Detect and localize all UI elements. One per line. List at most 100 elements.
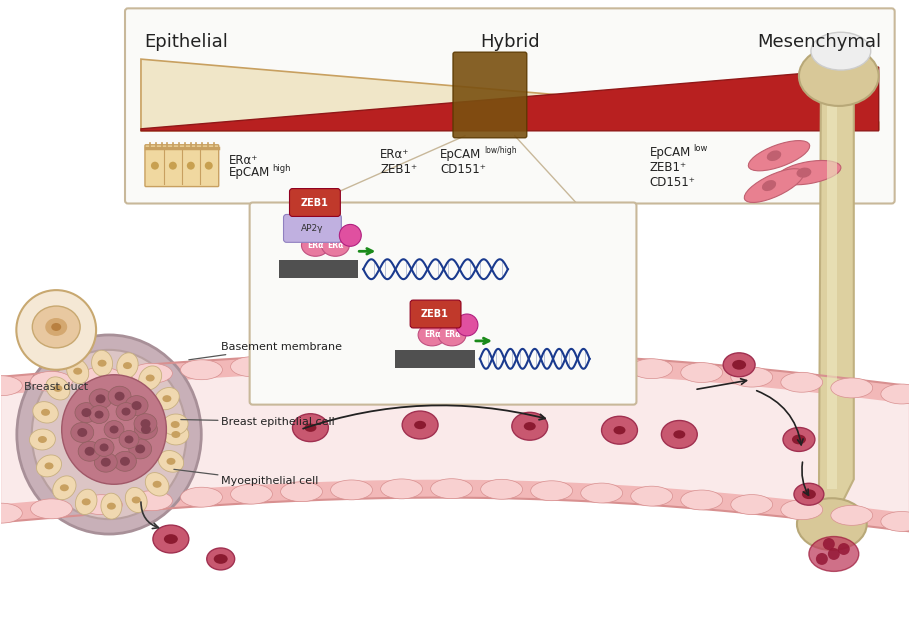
Ellipse shape [82,498,91,505]
Ellipse shape [97,360,106,367]
FancyBboxPatch shape [284,215,341,242]
Ellipse shape [126,396,148,415]
Text: Hybrid: Hybrid [480,33,540,51]
Ellipse shape [673,430,685,439]
Ellipse shape [78,441,101,461]
Ellipse shape [32,306,80,348]
Text: ERα: ERα [424,331,440,340]
Text: Breast epithelial cell: Breast epithelial cell [181,417,335,427]
Ellipse shape [794,483,824,505]
Text: EpCAM: EpCAM [650,146,691,159]
FancyBboxPatch shape [289,189,340,217]
Ellipse shape [811,32,871,70]
Ellipse shape [280,482,322,502]
Ellipse shape [94,438,114,456]
Ellipse shape [767,150,782,161]
Ellipse shape [77,428,87,437]
Text: ZEB1: ZEB1 [300,197,329,208]
Ellipse shape [164,534,177,544]
Ellipse shape [71,422,94,443]
Ellipse shape [777,161,841,185]
Ellipse shape [53,476,76,499]
Ellipse shape [230,357,272,376]
Ellipse shape [153,525,188,553]
Ellipse shape [301,234,329,256]
Polygon shape [2,352,908,531]
Ellipse shape [141,425,151,434]
Text: CD151⁺: CD151⁺ [650,176,695,189]
Ellipse shape [30,371,73,391]
Ellipse shape [781,372,823,392]
Ellipse shape [115,392,125,401]
Ellipse shape [116,353,138,378]
Text: Myoepithelial cell: Myoepithelial cell [174,469,318,486]
Ellipse shape [797,498,866,550]
Ellipse shape [781,500,823,520]
Ellipse shape [126,487,147,513]
Ellipse shape [155,387,179,410]
Ellipse shape [511,412,548,440]
Ellipse shape [681,362,723,382]
FancyBboxPatch shape [278,261,359,278]
Ellipse shape [29,429,56,450]
Ellipse shape [132,496,141,503]
Ellipse shape [135,420,157,440]
Ellipse shape [130,363,172,383]
Ellipse shape [430,351,472,371]
Ellipse shape [146,473,169,496]
Ellipse shape [134,413,157,434]
Ellipse shape [796,168,812,178]
Text: CD151⁺: CD151⁺ [440,162,486,176]
Ellipse shape [207,548,235,570]
Polygon shape [141,67,879,131]
Text: ERα⁺: ERα⁺ [380,148,410,161]
Ellipse shape [292,414,329,441]
Ellipse shape [46,318,67,336]
Ellipse shape [456,314,478,336]
Ellipse shape [330,480,372,500]
Ellipse shape [89,406,109,424]
Circle shape [205,162,213,169]
Ellipse shape [62,375,167,484]
Ellipse shape [0,503,23,523]
Ellipse shape [380,352,422,371]
Ellipse shape [339,224,361,247]
Ellipse shape [581,483,622,503]
Ellipse shape [321,234,349,256]
Ellipse shape [33,401,58,423]
FancyBboxPatch shape [395,350,475,368]
Ellipse shape [380,479,422,499]
Ellipse shape [762,180,776,191]
Ellipse shape [531,481,572,501]
Ellipse shape [723,353,755,376]
Ellipse shape [799,47,879,106]
Text: Breast duct: Breast duct [25,382,88,392]
Ellipse shape [140,419,150,428]
Circle shape [823,538,834,550]
Circle shape [816,553,828,565]
Ellipse shape [109,426,118,434]
Ellipse shape [809,536,859,571]
Ellipse shape [158,450,184,472]
Ellipse shape [731,367,773,387]
Ellipse shape [480,479,522,499]
Polygon shape [141,59,879,131]
Ellipse shape [101,458,111,467]
Ellipse shape [81,408,91,417]
Ellipse shape [214,554,228,564]
Ellipse shape [783,427,814,452]
Text: ERα: ERα [308,241,324,250]
Ellipse shape [128,439,152,459]
Ellipse shape [85,447,95,455]
Ellipse shape [480,352,522,372]
Text: low/high: low/high [484,146,517,155]
Text: Epithelial: Epithelial [144,33,228,51]
Ellipse shape [881,384,910,404]
Ellipse shape [402,411,438,439]
Ellipse shape [438,324,466,346]
FancyBboxPatch shape [453,52,527,138]
Ellipse shape [132,401,142,410]
Ellipse shape [524,422,536,431]
Ellipse shape [171,431,180,438]
Ellipse shape [80,368,122,387]
